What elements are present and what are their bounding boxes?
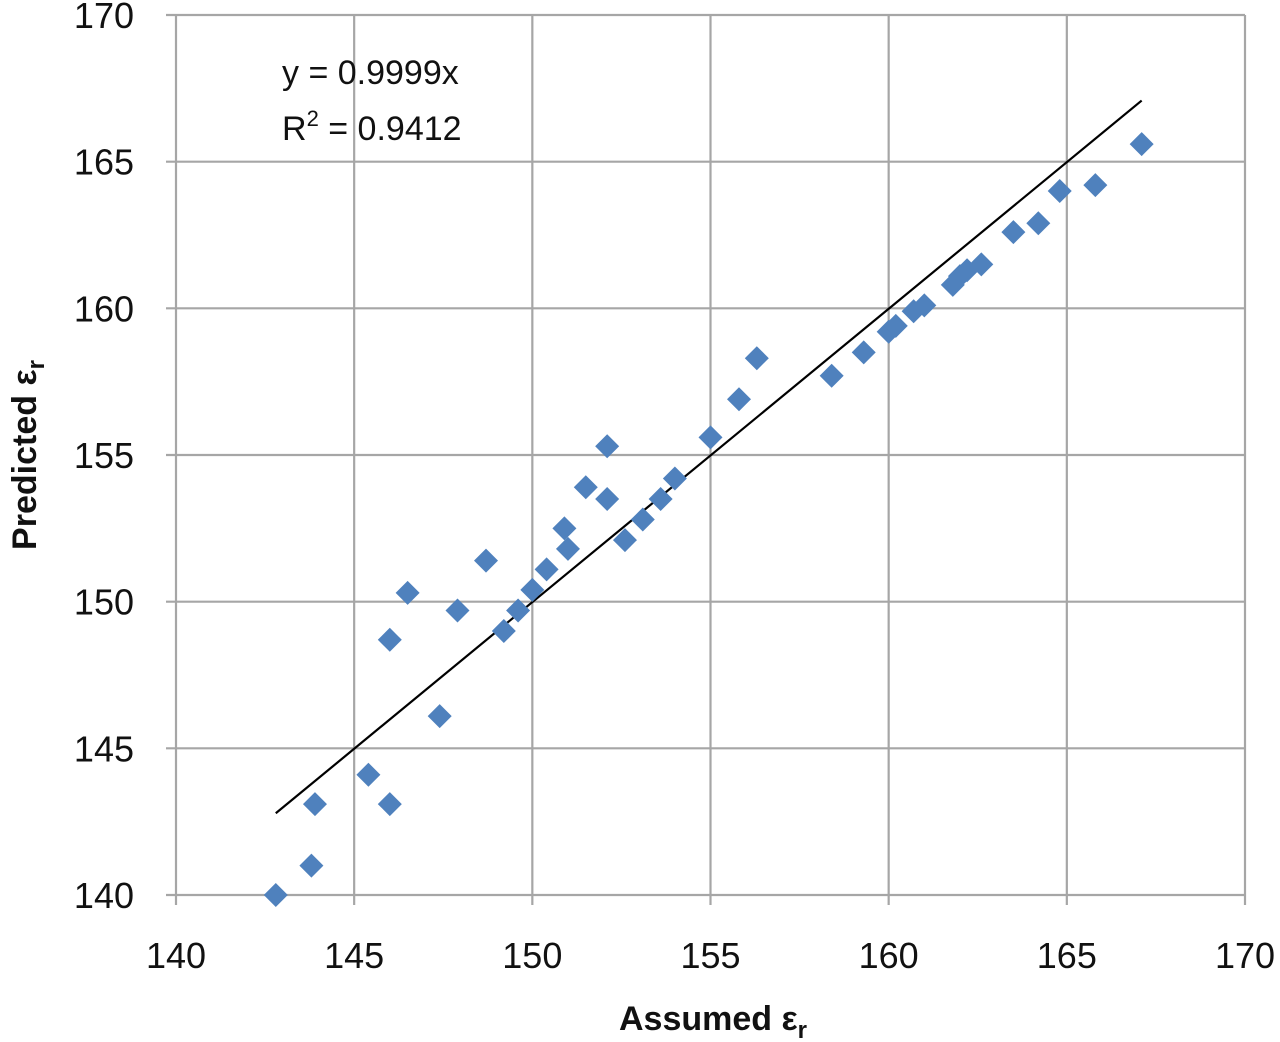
data-point-diamond [662, 466, 687, 491]
data-point-diamond [377, 792, 402, 817]
x-axis-title: Assumed εr [619, 1000, 807, 1042]
data-point-diamond [474, 548, 499, 573]
trendline-equation: y = 0.9999x R2 = 0.9412 [282, 54, 462, 148]
data-point-diamond [912, 293, 937, 318]
data-point-diamond [612, 528, 637, 553]
y-axis-ticks: 140 145 150 155 160 165 170 [74, 0, 134, 916]
data-point-diamond [377, 627, 402, 652]
data-point-diamond [427, 704, 452, 729]
x-axis-ticks: 140 145 150 155 160 165 170 [146, 935, 1275, 976]
y-tick-label: 170 [74, 0, 134, 36]
r-squared-label: R2 = 0.9412 [282, 106, 462, 148]
data-point-diamond [1129, 132, 1154, 157]
y-axis-title: Predicted εr [6, 360, 50, 550]
data-point-diamond [744, 346, 769, 371]
y-tick-label: 155 [74, 435, 134, 476]
data-point-diamond [727, 387, 752, 412]
data-point-diamond [819, 363, 844, 388]
x-tick-label: 140 [146, 935, 206, 976]
data-point-diamond [1083, 173, 1108, 198]
data-point-diamond [883, 313, 908, 338]
data-point-diamond [969, 252, 994, 277]
y-tick-label: 145 [74, 728, 134, 769]
x-tick-label: 155 [680, 935, 740, 976]
data-point-diamond [595, 487, 620, 511]
data-point-diamond [520, 577, 545, 602]
x-tick-label: 165 [1037, 935, 1097, 976]
x-tick-label: 170 [1215, 935, 1275, 976]
y-tick-label: 165 [74, 142, 134, 183]
y-tick-label: 160 [74, 288, 134, 329]
data-point-diamond [302, 792, 327, 817]
y-tick-label: 140 [74, 875, 134, 916]
y-tick-label: 150 [74, 582, 134, 623]
data-point-diamond [552, 516, 577, 541]
data-point-diamond [263, 883, 288, 907]
data-point-diamond [555, 536, 580, 561]
data-point-diamond [491, 619, 516, 643]
data-point-diamond [698, 425, 723, 450]
data-point-diamond [648, 487, 673, 511]
data-point-diamond [445, 598, 470, 623]
data-point-diamond [573, 475, 598, 500]
data-points [263, 132, 1154, 907]
data-point-diamond [506, 598, 531, 623]
data-point-diamond [1047, 179, 1072, 203]
data-point-diamond [630, 507, 655, 532]
data-point-diamond [395, 580, 420, 605]
x-tick-label: 160 [859, 935, 919, 976]
trendline [275, 99, 1143, 815]
data-point-diamond [595, 434, 620, 459]
data-point-diamond [851, 340, 876, 365]
data-point-diamond [299, 853, 324, 878]
x-tick-label: 145 [324, 935, 384, 976]
x-tick-label: 150 [502, 935, 562, 976]
data-point-diamond [534, 557, 559, 582]
data-point-diamond [1026, 211, 1051, 236]
equation-label: y = 0.9999x [282, 54, 459, 92]
data-point-diamond [356, 762, 381, 787]
data-point-diamond [1001, 220, 1026, 245]
